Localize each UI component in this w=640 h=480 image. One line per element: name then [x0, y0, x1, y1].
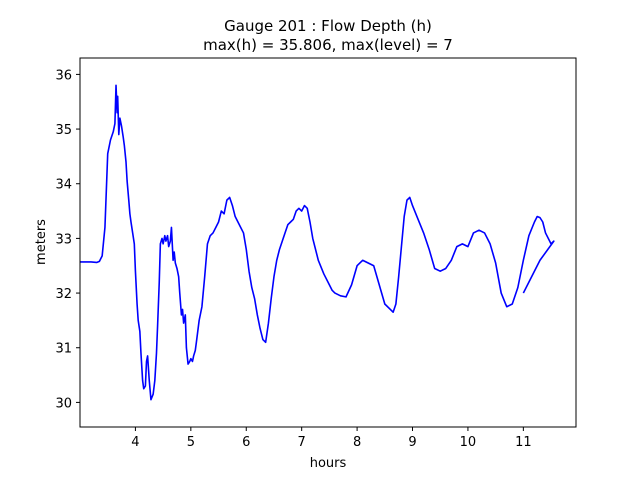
- y-axis-label: meters: [34, 219, 49, 265]
- x-tick-label: 10: [460, 435, 477, 450]
- plot-area: [80, 58, 576, 427]
- y-tick-label: 30: [55, 396, 72, 411]
- x-tick-label: 5: [187, 435, 195, 450]
- y-axis-ticks: 30 31 32 33 34 35 36: [55, 68, 80, 411]
- plot-frame: [79, 57, 577, 428]
- y-tick-label: 31: [55, 342, 72, 357]
- y-tick-label: 35: [55, 123, 72, 138]
- x-axis-label: hours: [310, 456, 347, 471]
- chart-title-line1: Gauge 201 : Flow Depth (h): [224, 17, 432, 35]
- x-tick-label: 6: [242, 435, 250, 450]
- y-tick-label: 36: [55, 68, 72, 83]
- chart-title-line2: max(h) = 35.806, max(level) = 7: [203, 36, 453, 54]
- series-layer: [80, 84, 555, 401]
- x-tick-label: 4: [131, 435, 139, 450]
- x-tick-label: 8: [353, 435, 361, 450]
- x-tick-label: 9: [408, 435, 416, 450]
- y-tick-label: 34: [55, 178, 72, 193]
- x-tick-label: 11: [515, 435, 532, 450]
- y-tick-label: 32: [55, 287, 72, 302]
- series-line-1: [80, 84, 555, 401]
- x-axis-ticks: 4 5 6 7 8 9 10 11: [131, 427, 532, 450]
- x-tick-label: 7: [298, 435, 306, 450]
- y-tick-label: 33: [55, 232, 72, 247]
